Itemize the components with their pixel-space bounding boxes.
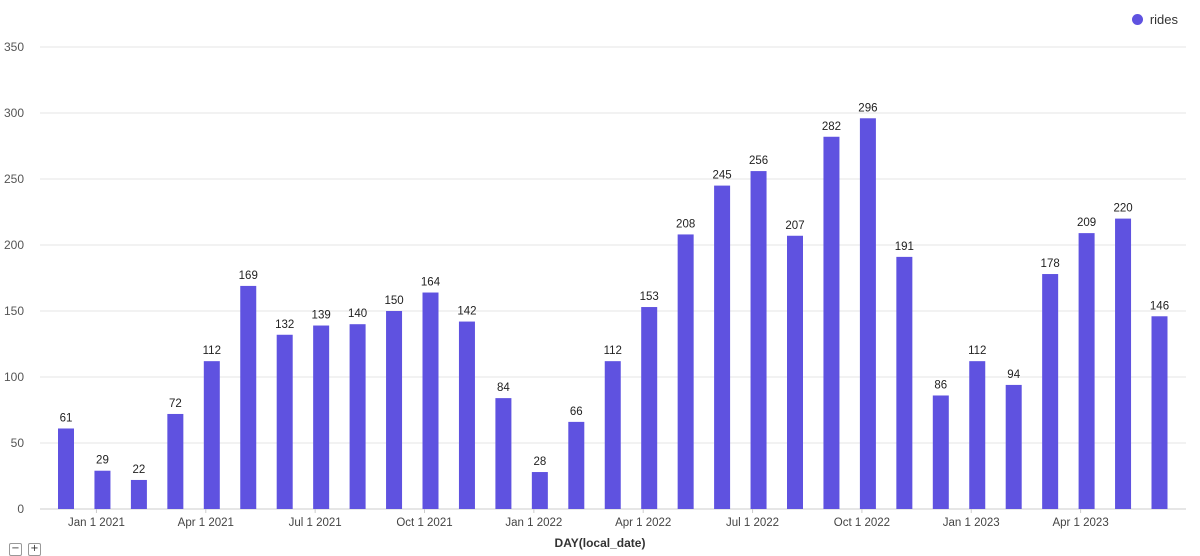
data-label: 29 — [96, 455, 109, 467]
legend[interactable]: rides — [1131, 12, 1178, 27]
data-label: 146 — [1150, 300, 1169, 312]
bar — [1042, 274, 1059, 509]
data-label: 153 — [640, 291, 659, 303]
x-tick-label: Jul 1 2021 — [289, 517, 342, 529]
data-label: 112 — [968, 345, 986, 357]
bar — [422, 292, 439, 509]
bar — [859, 118, 876, 509]
data-label: 72 — [169, 398, 182, 410]
bar — [203, 361, 220, 509]
bar — [349, 324, 366, 509]
y-tick-label: 100 — [4, 370, 24, 384]
bar — [58, 428, 74, 509]
x-tick-label: Jan 1 2023 — [943, 517, 1000, 529]
data-label: 169 — [239, 270, 258, 282]
x-tick-label: Apr 1 2021 — [178, 517, 234, 529]
data-label: 209 — [1077, 217, 1096, 229]
x-tick-label: Apr 1 2022 — [615, 517, 671, 529]
x-tick-label: Jan 1 2021 — [68, 517, 125, 529]
y-tick-label: 350 — [4, 40, 24, 54]
bar — [94, 470, 111, 509]
data-label: 296 — [858, 102, 877, 114]
bar — [386, 311, 403, 509]
y-tick-label: 200 — [4, 238, 24, 252]
data-label: 112 — [604, 345, 622, 357]
data-label: 86 — [934, 379, 947, 391]
data-label: 245 — [713, 170, 732, 182]
data-label: 208 — [676, 218, 695, 230]
bar — [677, 234, 694, 509]
bar — [1005, 384, 1022, 509]
data-label: 207 — [785, 220, 804, 232]
bar — [313, 325, 330, 509]
legend-label: rides — [1149, 12, 1178, 27]
bar — [604, 361, 621, 509]
data-label: 191 — [895, 241, 914, 253]
data-label: 61 — [60, 412, 73, 424]
x-tick-label: Apr 1 2023 — [1052, 517, 1108, 529]
y-tick-label: 250 — [4, 172, 24, 186]
data-label: 84 — [497, 382, 510, 394]
bar — [495, 398, 512, 509]
data-label: 139 — [312, 310, 331, 322]
bar — [969, 361, 986, 509]
zoom-out-button[interactable]: − — [9, 543, 22, 556]
bar — [531, 472, 548, 509]
data-label: 22 — [133, 464, 146, 476]
data-label: 220 — [1113, 203, 1132, 215]
bar — [896, 256, 913, 509]
data-label: 142 — [457, 306, 476, 318]
bar — [1115, 218, 1132, 509]
y-tick-label: 150 — [4, 304, 24, 318]
bar — [823, 136, 840, 509]
data-label: 150 — [384, 295, 403, 307]
y-tick-label: 300 — [4, 106, 24, 120]
x-tick-label: Oct 1 2022 — [834, 517, 890, 529]
x-tick-label: Jul 1 2022 — [726, 517, 779, 529]
y-tick-label: 50 — [11, 436, 25, 450]
zoom-in-button[interactable]: + — [28, 543, 41, 556]
bar — [641, 307, 658, 509]
legend-swatch — [1131, 14, 1143, 25]
bar — [1151, 316, 1168, 509]
bar — [750, 171, 767, 509]
bar — [130, 479, 147, 509]
bar — [1078, 233, 1095, 509]
bar — [787, 235, 803, 509]
bar — [932, 395, 949, 509]
data-label: 282 — [822, 121, 841, 133]
zoom-controls: − + — [9, 543, 41, 556]
bar — [276, 334, 293, 509]
bar — [568, 421, 585, 509]
data-label: 66 — [570, 406, 583, 418]
x-tick-label: Jan 1 2022 — [505, 517, 562, 529]
x-tick-label: Oct 1 2021 — [396, 517, 452, 529]
data-label: 256 — [749, 155, 768, 167]
bar — [714, 185, 731, 509]
data-label: 178 — [1041, 258, 1060, 270]
bar — [240, 285, 257, 509]
y-tick-label: 0 — [17, 502, 24, 516]
bar — [458, 321, 475, 509]
data-label: 132 — [275, 319, 294, 331]
bar — [167, 413, 184, 509]
data-label: 164 — [421, 277, 441, 289]
data-label: 28 — [533, 456, 546, 468]
data-label: 140 — [348, 308, 367, 320]
data-label: 112 — [203, 345, 221, 357]
x-axis-title: DAY(local_date) — [554, 536, 646, 550]
data-label: 94 — [1007, 369, 1020, 381]
